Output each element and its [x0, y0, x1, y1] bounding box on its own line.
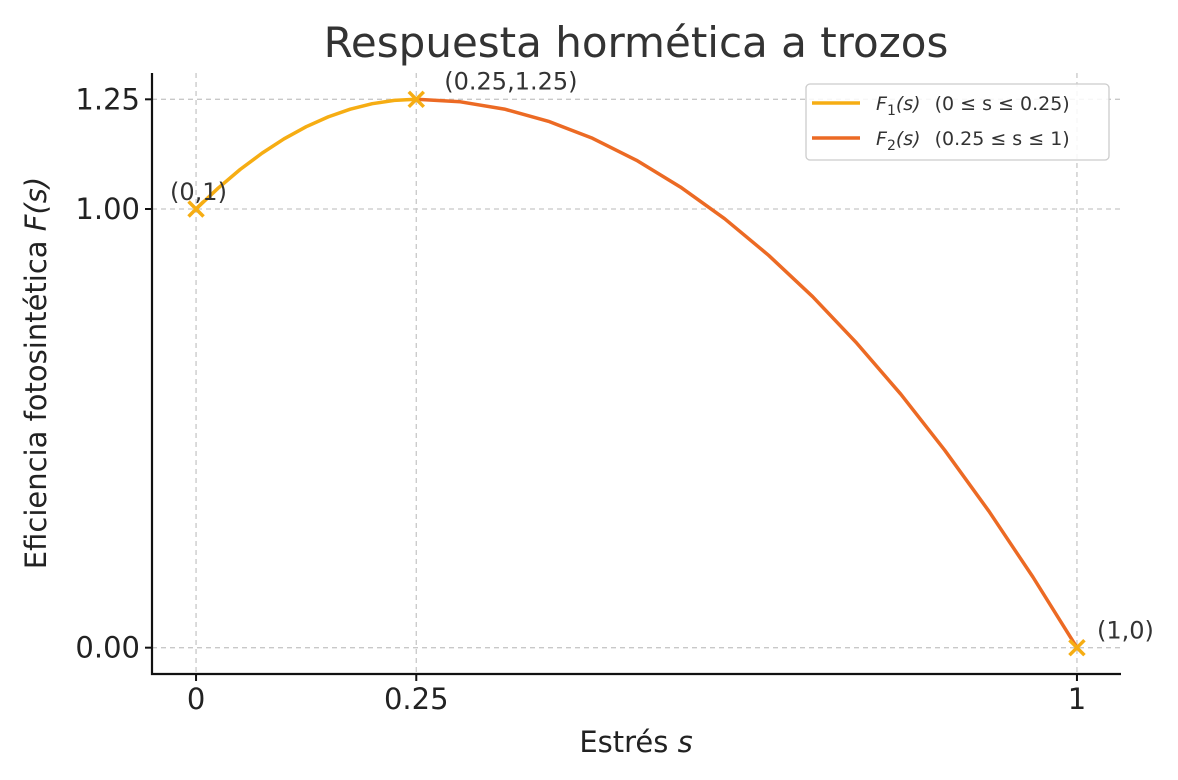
marker-2 — [1068, 638, 1086, 657]
y-tick-label-0: 0.00 — [75, 631, 140, 665]
y-axis-label-var: F(s) — [19, 177, 53, 231]
y-axis-ticks: 0.00 1.00 1.25 — [75, 82, 152, 665]
series-line-f2 — [414, 97, 1079, 650]
y-tick-label-2: 1.25 — [75, 82, 140, 116]
x-tick-label-1: 0.25 — [384, 682, 449, 716]
chart-title: Respuesta hormética a trozos — [324, 18, 949, 67]
legend-f2-func: F — [876, 128, 888, 150]
legend-f1-range: (0 ≤ s ≤ 0.25) — [935, 93, 1070, 115]
x-axis-label: Estrés s — [579, 725, 692, 759]
legend-f2-arg: (s) — [896, 128, 921, 150]
x-axis-ticks: 0 0.25 1 — [187, 674, 1086, 716]
legend-entry-f1: F1(s) (0 ≤ s ≤ 0.25) — [876, 93, 1070, 119]
legend-f2-sub: 2 — [887, 138, 896, 154]
legend-frame — [805, 83, 1110, 161]
marker-label-2: (1,0) — [1097, 617, 1154, 645]
legend-f1-func: F — [876, 93, 888, 115]
marker-layer: (0,1) (0.25,1.25) (1,0) — [170, 67, 1154, 657]
y-axis-label: Eficiencia fotosintética F(s) — [19, 177, 53, 569]
marker-1 — [407, 90, 426, 109]
x-axis-label-text: Estrés — [579, 725, 677, 759]
y-gridlines — [152, 98, 1121, 649]
x-gridlines — [195, 73, 1078, 674]
legend-f2-range: (0.25 ≤ s ≤ 1) — [935, 128, 1070, 150]
y-tick-label-1: 1.00 — [75, 192, 140, 226]
axes-spines — [150, 73, 1121, 676]
marker-0 — [187, 200, 205, 218]
legend: F1(s) (0 ≤ s ≤ 0.25) F2(s) (0.25 ≤ s ≤ 1) — [805, 83, 1110, 161]
legend-f1-sub: 1 — [887, 103, 896, 119]
marker-label-0: (0,1) — [170, 178, 227, 206]
x-tick-label-0: 0 — [187, 682, 205, 716]
series-line-f1 — [194, 97, 419, 211]
series-layer — [194, 97, 1079, 650]
x-tick-label-2: 1 — [1068, 682, 1086, 716]
y-axis-label-text: Eficiencia fotosintética — [19, 231, 53, 569]
legend-entry-f2: F2(s) (0.25 ≤ s ≤ 1) — [876, 128, 1070, 154]
x-axis-label-var: s — [678, 725, 693, 759]
legend-f1-arg: (s) — [896, 93, 921, 115]
marker-label-1: (0.25,1.25) — [444, 67, 577, 95]
